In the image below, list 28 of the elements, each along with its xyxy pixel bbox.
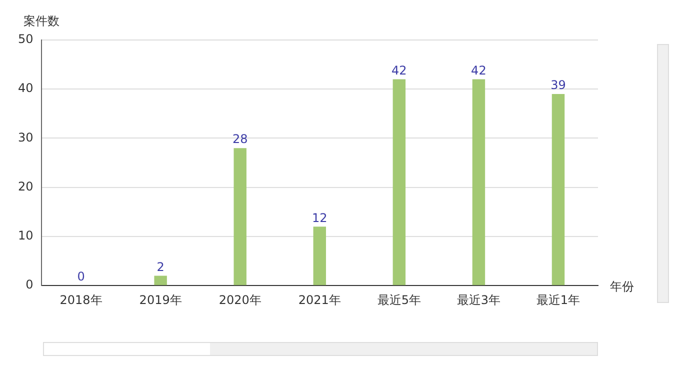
y-tick-label: 30	[18, 130, 34, 144]
y-tick-label: 10	[18, 228, 34, 243]
bar	[552, 94, 565, 286]
data-label: 12	[312, 210, 328, 225]
x-tick-label: 2019年	[139, 292, 182, 307]
x-tick-label: 2021年	[298, 292, 341, 307]
data-label: 0	[77, 270, 85, 284]
bar	[313, 226, 326, 286]
y-tick-label: 0	[26, 278, 34, 292]
data-label: 2	[156, 260, 164, 274]
bar	[234, 148, 246, 286]
data-label: 42	[471, 63, 486, 78]
x-tick-label: 最近5年	[377, 292, 421, 307]
y-tick-label: 50	[18, 32, 34, 46]
bar	[392, 79, 406, 286]
bar	[154, 276, 167, 286]
y-tick-label: 20	[18, 179, 34, 194]
data-label: 39	[550, 78, 566, 92]
x-tick-label: 2018年	[60, 292, 102, 307]
bar	[472, 79, 486, 286]
y-axis-title: 案件数	[23, 14, 60, 28]
data-label: 28	[232, 132, 248, 146]
x-tick-label: 最近1年	[536, 292, 580, 307]
y-tick-label: 40	[18, 81, 34, 96]
data-label: 42	[392, 63, 407, 78]
x-axis-title: 年份	[610, 280, 634, 294]
x-tick-label: 2020年	[218, 292, 262, 307]
x-tick-label: 最近3年	[456, 292, 501, 307]
